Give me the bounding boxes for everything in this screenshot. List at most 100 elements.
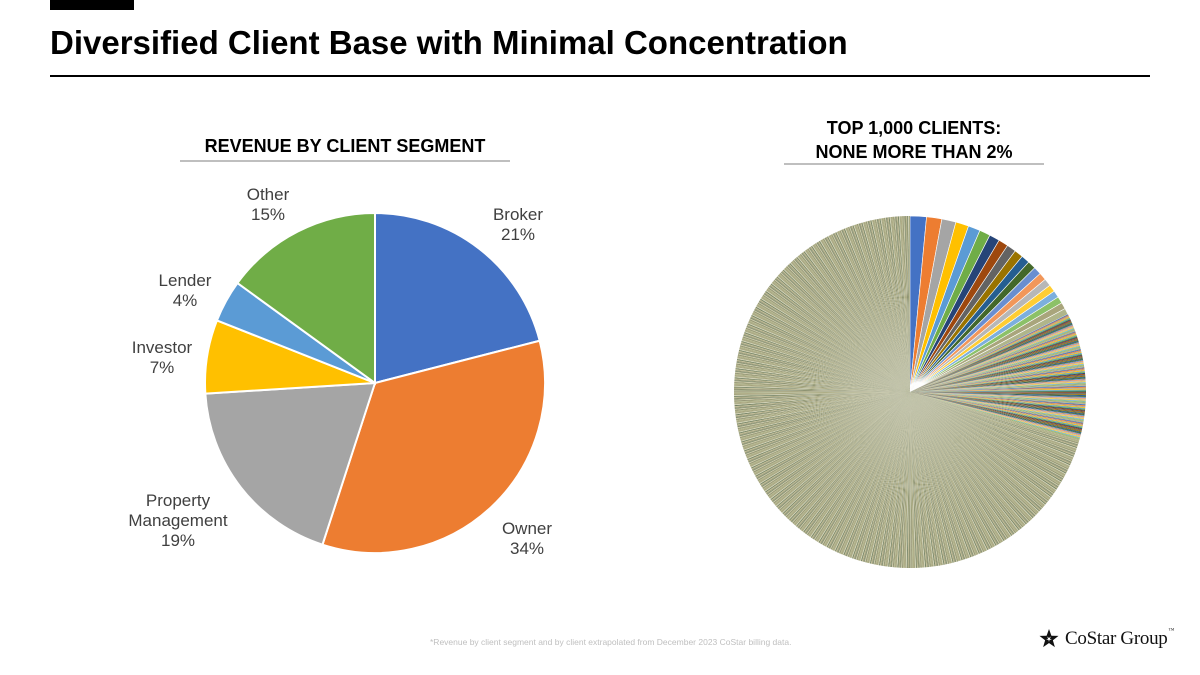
client-slice bbox=[910, 345, 1081, 392]
client-slice bbox=[910, 392, 987, 551]
client-slice bbox=[777, 392, 910, 509]
client-slice bbox=[910, 392, 1057, 491]
client-slice bbox=[910, 392, 1070, 467]
client-slice bbox=[910, 373, 1086, 392]
client-slice bbox=[734, 390, 910, 392]
client-slice bbox=[741, 340, 910, 392]
client-slice bbox=[736, 392, 910, 424]
client-slice bbox=[910, 392, 945, 565]
client-slice bbox=[772, 281, 910, 392]
client-slice bbox=[781, 392, 910, 514]
client-slice bbox=[910, 392, 1079, 443]
client-slice bbox=[910, 392, 1081, 437]
client-slice bbox=[820, 392, 910, 545]
client-slice bbox=[910, 392, 1086, 409]
client-slice bbox=[735, 366, 910, 392]
client-slice bbox=[910, 392, 1034, 519]
client-slice bbox=[910, 392, 1046, 506]
client-slice bbox=[834, 232, 910, 392]
client-slice bbox=[910, 392, 1067, 474]
client-slice bbox=[910, 324, 1073, 392]
client-slice bbox=[910, 392, 1085, 419]
client-slice bbox=[734, 381, 910, 392]
client-slice bbox=[767, 287, 910, 392]
client-slice bbox=[871, 220, 910, 392]
client-slice bbox=[734, 373, 910, 392]
label-other-value: 15% bbox=[250, 205, 286, 224]
client-slice bbox=[751, 392, 910, 470]
client-slice bbox=[910, 392, 1071, 466]
client-slice bbox=[740, 392, 910, 441]
client-slice bbox=[910, 391, 1087, 393]
client-slice bbox=[910, 392, 1047, 504]
client-slice bbox=[860, 222, 910, 392]
client-slice bbox=[847, 392, 910, 557]
client-slice bbox=[910, 392, 1007, 540]
client-slice bbox=[822, 392, 910, 546]
client-slice bbox=[766, 288, 910, 392]
slide-title: Diversified Client Base with Minimal Con… bbox=[50, 24, 848, 61]
client-slice bbox=[748, 392, 910, 462]
client-slice bbox=[780, 271, 910, 392]
client-slice bbox=[910, 351, 1082, 392]
client-slice bbox=[910, 392, 1055, 493]
client-slice bbox=[910, 392, 1085, 415]
client-slice bbox=[818, 241, 910, 392]
client-slice bbox=[910, 392, 1043, 509]
client-slice bbox=[808, 247, 910, 392]
client-slice bbox=[910, 392, 1068, 472]
client-slice bbox=[872, 219, 910, 392]
client-slice bbox=[748, 392, 910, 463]
client-slice bbox=[835, 392, 910, 552]
clients-chart-title-line-2: NONE MORE THAN 2% bbox=[815, 142, 1013, 162]
client-slice bbox=[910, 392, 1006, 541]
client-slice bbox=[910, 392, 946, 565]
client-slice bbox=[910, 354, 1083, 392]
client-slice bbox=[734, 392, 910, 406]
client-slice bbox=[910, 392, 1042, 511]
client-slice bbox=[853, 225, 910, 392]
client-slice bbox=[892, 216, 910, 392]
client-slice bbox=[856, 224, 910, 392]
client-slice bbox=[910, 392, 1007, 541]
client-slice bbox=[910, 392, 980, 555]
client-slice bbox=[768, 392, 910, 498]
client-slice bbox=[910, 363, 1084, 392]
client-slice bbox=[910, 326, 1074, 392]
costar-logo: CoStar Group™ bbox=[1038, 628, 1174, 650]
client-slice bbox=[910, 392, 937, 567]
client-slice bbox=[773, 280, 910, 392]
client-slice bbox=[910, 332, 1076, 392]
client-slice bbox=[783, 392, 910, 516]
client-slice bbox=[806, 392, 910, 535]
client-slice bbox=[898, 216, 910, 392]
client-slice bbox=[824, 392, 910, 547]
client-slice bbox=[829, 235, 910, 392]
client-slice bbox=[764, 292, 910, 392]
client-slice bbox=[769, 392, 910, 500]
client-slice bbox=[910, 392, 1033, 520]
client-slice bbox=[759, 392, 910, 484]
client-slice bbox=[910, 392, 1008, 539]
client-slice bbox=[772, 392, 910, 503]
client-slice bbox=[910, 392, 1085, 413]
client-slice bbox=[910, 392, 1086, 399]
client-slice bbox=[886, 217, 910, 392]
client-slice bbox=[734, 392, 910, 411]
client-slice bbox=[809, 246, 910, 392]
client-slice bbox=[738, 353, 910, 392]
client-slice bbox=[734, 382, 910, 392]
client-slice bbox=[845, 227, 910, 392]
client-slice bbox=[910, 392, 1077, 451]
client-slice bbox=[738, 351, 910, 392]
client-slice bbox=[910, 392, 1085, 418]
client-slice bbox=[804, 392, 910, 534]
client-slice bbox=[814, 392, 910, 541]
client-slice bbox=[775, 392, 910, 507]
client-slice bbox=[910, 392, 1055, 494]
client-slice bbox=[910, 392, 950, 564]
client-slice bbox=[910, 392, 1044, 508]
client-slice bbox=[750, 392, 910, 467]
client-slice bbox=[736, 392, 910, 422]
label-owner-name: Owner bbox=[501, 519, 553, 538]
